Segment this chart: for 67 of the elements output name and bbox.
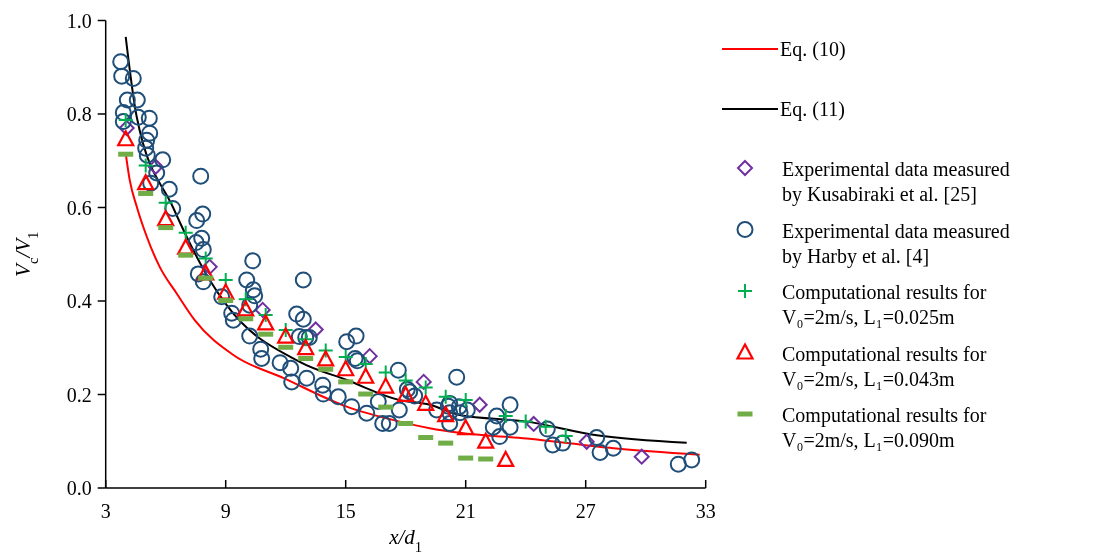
x-tick-label: 27 (575, 500, 596, 522)
point (157, 210, 175, 227)
point (361, 348, 378, 365)
point (377, 377, 395, 394)
point (157, 194, 174, 211)
point (377, 364, 394, 381)
legend-label: Computational results for V₀=2m/s, L₁=0.090m (782, 404, 987, 451)
point (337, 360, 355, 377)
point (437, 405, 455, 423)
point (457, 419, 475, 436)
point (177, 238, 195, 255)
point (417, 379, 434, 396)
point (118, 120, 135, 137)
point (557, 428, 574, 445)
y-tick-label: 0.2 (66, 383, 92, 406)
legend-label: Eq. (10) (780, 38, 846, 61)
x-axis-title: x/d$_{1}$ (388, 525, 423, 555)
x-tick-label: 15 (335, 500, 356, 522)
y-tick-label: 0.8 (66, 103, 92, 125)
point (497, 408, 514, 425)
point (417, 394, 435, 411)
point (147, 158, 164, 175)
point (197, 264, 215, 281)
x-tick-label: 21 (455, 500, 476, 522)
point (525, 415, 542, 432)
point (197, 250, 214, 267)
point (277, 321, 294, 338)
legend-label: Experimental data measured by Kusabiraki et al. [25] (782, 158, 1010, 206)
point (117, 130, 135, 147)
point (317, 342, 334, 359)
point (297, 339, 315, 356)
point (137, 174, 155, 191)
legend-label: Computational results for V₀=2m/s, L₁=0.025m (782, 281, 987, 328)
y-tick-label: 0.6 (66, 196, 92, 219)
x-tick-label: 9 (220, 500, 231, 522)
point (437, 388, 454, 405)
point (415, 373, 432, 390)
y-tick-label: 0.0 (66, 477, 92, 499)
point (397, 372, 414, 389)
point (317, 350, 335, 367)
point (397, 385, 415, 403)
point (517, 413, 534, 430)
point (257, 307, 274, 324)
point (578, 433, 595, 450)
point (257, 314, 275, 331)
point (457, 392, 474, 409)
point (277, 327, 295, 344)
point (177, 224, 194, 241)
point (633, 448, 650, 465)
point (307, 321, 324, 338)
y-tick-label: 0.4 (66, 290, 92, 312)
x-tick-label: 3 (100, 500, 111, 522)
point (217, 283, 235, 300)
point (254, 301, 271, 318)
point (237, 291, 254, 308)
legend-label: Eq. (11) (780, 98, 845, 121)
point (237, 300, 255, 317)
point (357, 367, 375, 384)
x-tick-label: 33 (695, 500, 716, 522)
y-tick-label: 1.0 (66, 9, 92, 32)
point (471, 396, 488, 413)
legend-label: Experimental data measured by Harby et al. [4] (782, 219, 1010, 268)
point (201, 258, 218, 275)
point (477, 432, 495, 449)
point (137, 157, 154, 174)
point (497, 450, 515, 468)
legend-label: Computational results for V₀=2m/s, L₁=0.043m (782, 342, 987, 390)
